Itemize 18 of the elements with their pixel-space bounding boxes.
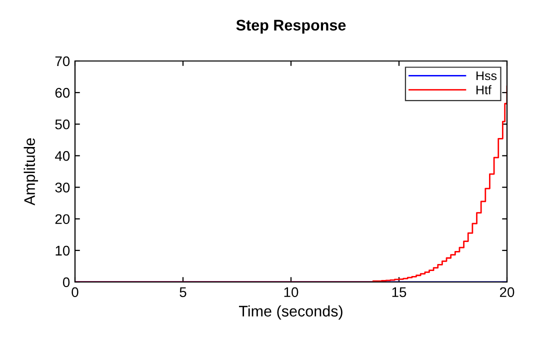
y-tick-label: 50 xyxy=(55,119,70,130)
legend-label: Hss xyxy=(476,71,497,80)
x-tick-label: 10 xyxy=(284,287,298,298)
x-tick-label: 0 xyxy=(72,287,78,298)
y-axis-title: Amplitude xyxy=(24,138,38,206)
x-tick-label: 5 xyxy=(180,287,186,298)
y-tick-label: 40 xyxy=(55,151,70,161)
y-tick-label: 60 xyxy=(55,88,70,98)
x-tick-label: 20 xyxy=(500,287,514,298)
x-tick-label: 15 xyxy=(392,287,406,298)
y-tick-label: 30 xyxy=(55,182,70,192)
chart-title: Step Response xyxy=(236,20,346,34)
legend-label: Htf xyxy=(476,85,492,94)
y-tick-label: 70 xyxy=(55,56,70,66)
x-axis-title: Time (seconds) xyxy=(238,305,342,320)
y-tick-label: 10 xyxy=(56,246,70,256)
y-tick-label: 20 xyxy=(55,214,70,224)
y-tick-label: 0 xyxy=(62,277,70,288)
